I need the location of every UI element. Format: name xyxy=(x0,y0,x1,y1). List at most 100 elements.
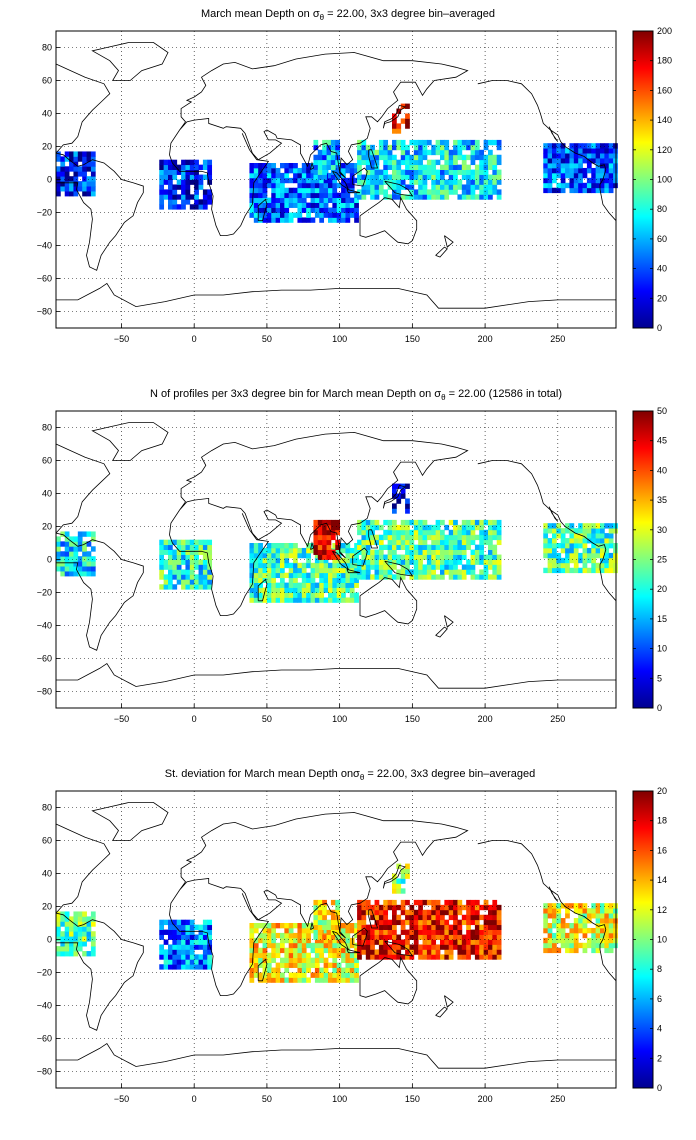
data-cell xyxy=(431,184,437,190)
data-cell xyxy=(185,924,191,930)
data-cell xyxy=(313,519,319,526)
data-cell xyxy=(306,977,311,983)
data-cell xyxy=(64,181,70,187)
data-cell xyxy=(301,547,307,554)
data-cell xyxy=(336,582,342,588)
data-cell xyxy=(608,153,614,159)
data-cell xyxy=(556,543,562,549)
data-cell xyxy=(185,554,191,560)
data-cell xyxy=(159,569,165,575)
data-cell xyxy=(90,161,96,167)
data-cell xyxy=(582,947,588,954)
data-cell xyxy=(314,937,320,944)
data-cell xyxy=(336,587,342,593)
y-tick-label: 20 xyxy=(42,522,52,532)
data-cell xyxy=(330,924,336,930)
data-cell xyxy=(322,164,327,170)
data-cell xyxy=(194,579,199,585)
colorbar-tick-label: 18 xyxy=(657,816,667,826)
data-cell xyxy=(604,552,610,559)
data-cell xyxy=(440,139,445,146)
data-cell xyxy=(361,154,367,161)
data-cell xyxy=(573,538,579,544)
data-cell xyxy=(77,156,83,162)
data-cell xyxy=(595,172,601,179)
data-cell xyxy=(301,552,307,559)
data-cell xyxy=(370,189,375,195)
data-cell xyxy=(422,189,428,195)
data-cell xyxy=(253,172,259,179)
data-cell xyxy=(336,207,342,213)
data-cell xyxy=(306,217,311,223)
data-cell xyxy=(578,153,583,159)
data-cell xyxy=(185,959,191,965)
data-cell xyxy=(400,524,406,531)
data-cell xyxy=(543,552,549,559)
data-cell xyxy=(591,567,597,574)
data-cell xyxy=(322,529,327,536)
data-cell xyxy=(319,557,325,564)
data-cell xyxy=(387,159,393,166)
data-cell xyxy=(578,567,583,574)
colorbar-tick-label: 180 xyxy=(657,56,672,66)
data-cell xyxy=(569,543,575,549)
data-cell xyxy=(392,954,397,960)
data-cell xyxy=(280,202,285,208)
data-cell xyxy=(159,949,165,955)
data-cell xyxy=(560,918,566,924)
data-cell xyxy=(600,908,605,914)
data-cell xyxy=(90,936,96,942)
data-cell xyxy=(565,942,570,949)
data-cell xyxy=(578,903,583,909)
data-cell xyxy=(440,919,445,926)
data-cell xyxy=(159,574,165,580)
data-cell xyxy=(370,929,375,935)
data-cell xyxy=(595,903,601,909)
data-cell xyxy=(258,597,263,603)
data-cell xyxy=(560,167,566,174)
data-cell xyxy=(413,139,419,146)
data-cell xyxy=(86,921,92,927)
data-cell xyxy=(275,187,281,194)
data-cell xyxy=(323,582,329,588)
data-cell xyxy=(354,177,359,184)
data-cell xyxy=(457,949,463,955)
data-cell xyxy=(319,947,325,954)
data-cell xyxy=(496,929,502,935)
data-cell xyxy=(392,503,397,509)
data-cell xyxy=(440,564,445,570)
data-cell xyxy=(284,207,290,213)
data-cell xyxy=(400,493,406,499)
data-cell xyxy=(383,574,389,580)
data-cell xyxy=(547,543,553,549)
data-cell xyxy=(565,148,570,154)
data-cell xyxy=(448,539,454,546)
data-cell xyxy=(582,923,588,929)
data-cell xyxy=(271,967,277,973)
data-cell xyxy=(253,207,259,213)
data-cell xyxy=(262,172,268,179)
data-cell xyxy=(479,949,485,955)
data-cell xyxy=(326,154,332,161)
data-cell xyxy=(328,962,333,968)
data-cell xyxy=(284,592,290,598)
data-cell xyxy=(595,932,601,939)
data-cell xyxy=(266,552,272,559)
data-cell xyxy=(431,914,437,921)
data-cell xyxy=(378,914,384,921)
data-cell xyxy=(374,534,380,541)
data-cell xyxy=(64,556,70,562)
data-cell xyxy=(202,569,208,575)
data-cell xyxy=(271,217,277,223)
data-cell xyxy=(378,954,384,960)
data-cell xyxy=(73,941,79,947)
data-cell xyxy=(288,543,294,549)
data-cell xyxy=(249,572,255,579)
data-cell xyxy=(266,547,272,554)
data-cell xyxy=(168,949,173,955)
data-cell xyxy=(297,582,303,588)
data-cell xyxy=(280,972,285,978)
data-cell xyxy=(332,977,338,983)
data-cell xyxy=(284,167,290,174)
data-cell xyxy=(483,554,489,560)
